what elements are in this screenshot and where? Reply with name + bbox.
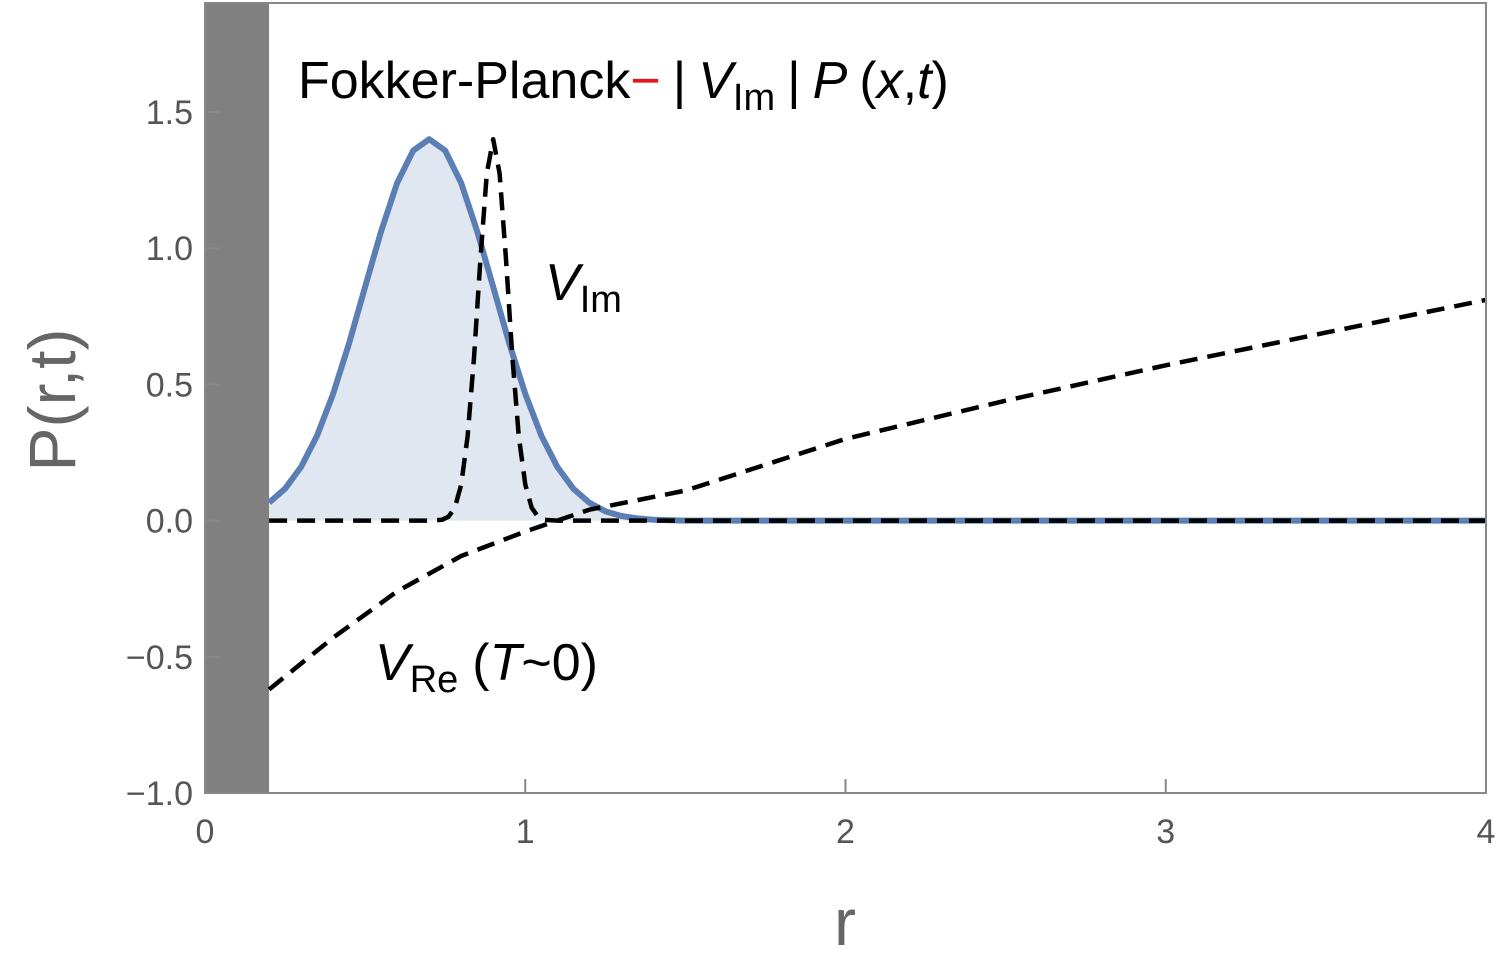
title-part: P [813, 52, 848, 110]
y-tick-label: −0.5 [126, 639, 193, 677]
title-part: ( [859, 52, 877, 110]
shaded-region [205, 3, 270, 793]
x-tick-label: 4 [1477, 813, 1496, 851]
title-part: | [787, 52, 801, 110]
x-tick-label: 1 [516, 813, 535, 851]
x-tick-label: 3 [1156, 813, 1175, 851]
area [269, 139, 1486, 521]
title-operator: − [630, 52, 660, 110]
annotation-part: ( [472, 634, 490, 692]
plot-area [204, 2, 1487, 794]
annotation-part: V [375, 634, 414, 692]
y-axis-label: P(r,t) [15, 329, 89, 472]
y-tick-label: −1.0 [126, 775, 193, 813]
annotation: VIm [545, 254, 622, 321]
annotation: VRe (T~0) [375, 634, 598, 701]
title-part: Im [733, 77, 775, 119]
y-tick-label: 1.5 [146, 94, 193, 132]
title-part: ) [932, 52, 949, 110]
y-tick-label: 0.5 [146, 366, 193, 404]
annotation-part: ~0) [521, 634, 598, 692]
title-main: Fokker-Planck [298, 52, 631, 110]
annotation-part: Im [580, 279, 622, 321]
dashed-line [269, 136, 1486, 523]
y-tick-label: 1.0 [146, 230, 193, 268]
annotation-part: V [545, 254, 584, 312]
x-axis-label: r [834, 885, 856, 959]
title-part: t [917, 52, 934, 110]
chart-title: Fokker-Planck− | VIm | P (x,t) [298, 52, 949, 119]
title-part: x [874, 52, 905, 110]
y-tick-label: 0.0 [146, 503, 193, 541]
annotation-part: Re [410, 659, 459, 701]
annotation-part: T [490, 634, 525, 692]
title-part: , [903, 52, 917, 110]
x-tick-label: 2 [836, 813, 855, 851]
dashed-line [267, 297, 1487, 692]
title-part: V [698, 52, 737, 110]
title-part: | [673, 52, 687, 110]
x-tick-label: 0 [196, 813, 215, 851]
